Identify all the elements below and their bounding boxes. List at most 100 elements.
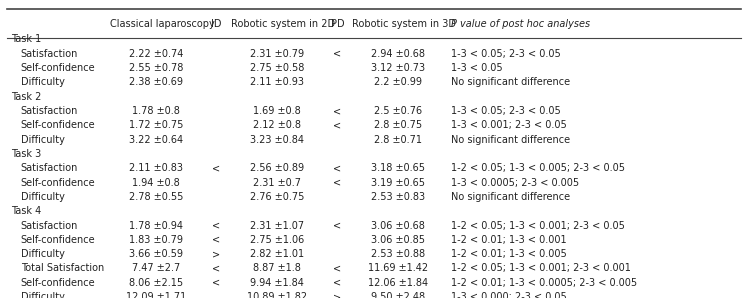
Text: <: <: [212, 163, 221, 173]
Text: 2.22 ±0.74: 2.22 ±0.74: [129, 49, 183, 59]
Text: 1.94 ±0.8: 1.94 ±0.8: [132, 178, 180, 187]
Text: Robotic system in 3D: Robotic system in 3D: [352, 19, 456, 29]
Text: 1.72 ±0.75: 1.72 ±0.75: [129, 120, 183, 130]
Text: Robotic system in 2D: Robotic system in 2D: [231, 19, 335, 29]
Text: 3.22 ±0.64: 3.22 ±0.64: [129, 135, 183, 145]
Text: 3.06 ±0.68: 3.06 ±0.68: [371, 221, 425, 231]
Text: Difficulty: Difficulty: [21, 249, 64, 259]
Text: Satisfaction: Satisfaction: [21, 163, 78, 173]
Text: 1-3 < 0.001; 2-3 < 0.05: 1-3 < 0.001; 2-3 < 0.05: [451, 120, 567, 130]
Text: 12.06 ±1.84: 12.06 ±1.84: [368, 278, 428, 288]
Text: 2.11 ±0.83: 2.11 ±0.83: [129, 163, 183, 173]
Text: 2.56 ±0.89: 2.56 ±0.89: [250, 163, 304, 173]
Text: 2.53 ±0.88: 2.53 ±0.88: [371, 249, 425, 259]
Text: 1-2 < 0.01; 1-3 < 0.0005; 2-3 < 0.005: 1-2 < 0.01; 1-3 < 0.0005; 2-3 < 0.005: [451, 278, 637, 288]
Text: 1-3 < 0.000; 2-3 < 0.05: 1-3 < 0.000; 2-3 < 0.05: [451, 292, 567, 298]
Text: 2.31 ±0.7: 2.31 ±0.7: [253, 178, 301, 187]
Text: Self-confidence: Self-confidence: [21, 178, 95, 187]
Text: Self-confidence: Self-confidence: [21, 63, 95, 73]
Text: 3.06 ±0.85: 3.06 ±0.85: [371, 235, 425, 245]
Text: 1-2 < 0.01; 1-3 < 0.001: 1-2 < 0.01; 1-3 < 0.001: [451, 235, 566, 245]
Text: 8.87 ±1.8: 8.87 ±1.8: [253, 263, 301, 274]
Text: <: <: [212, 221, 221, 231]
Text: <: <: [334, 120, 341, 130]
Text: <: <: [212, 263, 221, 274]
Text: 1-3 < 0.0005; 2-3 < 0.005: 1-3 < 0.0005; 2-3 < 0.005: [451, 178, 579, 187]
Text: Self-confidence: Self-confidence: [21, 278, 95, 288]
Text: >: >: [334, 292, 341, 298]
Text: 2.53 ±0.83: 2.53 ±0.83: [371, 192, 425, 202]
Text: 9.50 ±2.48: 9.50 ±2.48: [371, 292, 425, 298]
Text: 7.47 ±2.7: 7.47 ±2.7: [132, 263, 180, 274]
Text: Self-confidence: Self-confidence: [21, 120, 95, 130]
Text: 1-2 < 0.01; 1-3 < 0.005: 1-2 < 0.01; 1-3 < 0.005: [451, 249, 567, 259]
Text: 2.2 ±0.99: 2.2 ±0.99: [374, 77, 422, 87]
Text: 1-3 < 0.05; 2-3 < 0.05: 1-3 < 0.05; 2-3 < 0.05: [451, 49, 561, 59]
Text: 2.82 ±1.01: 2.82 ±1.01: [250, 249, 304, 259]
Text: No significant difference: No significant difference: [451, 77, 570, 87]
Text: 1-2 < 0.05; 1-3 < 0.001; 2-3 < 0.05: 1-2 < 0.05; 1-3 < 0.001; 2-3 < 0.05: [451, 221, 625, 231]
Text: 2.55 ±0.78: 2.55 ±0.78: [129, 63, 183, 73]
Text: 2.75 ±1.06: 2.75 ±1.06: [250, 235, 304, 245]
Text: 12.09 ±1.71: 12.09 ±1.71: [126, 292, 186, 298]
Text: 2.78 ±0.55: 2.78 ±0.55: [129, 192, 183, 202]
Text: <: <: [334, 49, 341, 59]
Text: 1.78 ±0.94: 1.78 ±0.94: [129, 221, 183, 231]
Text: 2.31 ±0.79: 2.31 ±0.79: [250, 49, 304, 59]
Text: 3.18 ±0.65: 3.18 ±0.65: [371, 163, 425, 173]
Text: No significant difference: No significant difference: [451, 135, 570, 145]
Text: Satisfaction: Satisfaction: [21, 221, 78, 231]
Text: 2.38 ±0.69: 2.38 ±0.69: [129, 77, 183, 87]
Text: 1-3 < 0.05: 1-3 < 0.05: [451, 63, 503, 73]
Text: Classical laparoscopy: Classical laparoscopy: [110, 19, 215, 29]
Text: Total Satisfaction: Total Satisfaction: [21, 263, 104, 274]
Text: Satisfaction: Satisfaction: [21, 106, 78, 116]
Text: 1.83 ±0.79: 1.83 ±0.79: [129, 235, 183, 245]
Text: 2.75 ±0.58: 2.75 ±0.58: [250, 63, 304, 73]
Text: <: <: [212, 278, 221, 288]
Text: PD: PD: [331, 19, 344, 29]
Text: 10.89 ±1.82: 10.89 ±1.82: [247, 292, 307, 298]
Text: 2.94 ±0.68: 2.94 ±0.68: [371, 49, 425, 59]
Text: 3.66 ±0.59: 3.66 ±0.59: [129, 249, 183, 259]
Text: Task 2: Task 2: [11, 92, 42, 102]
Text: <: <: [334, 106, 341, 116]
Text: <: <: [334, 278, 341, 288]
Text: Difficulty: Difficulty: [21, 292, 64, 298]
Text: 2.8 ±0.75: 2.8 ±0.75: [374, 120, 422, 130]
Text: 3.12 ±0.73: 3.12 ±0.73: [371, 63, 425, 73]
Text: ID: ID: [211, 19, 221, 29]
Text: 2.76 ±0.75: 2.76 ±0.75: [250, 192, 304, 202]
Text: Difficulty: Difficulty: [21, 77, 64, 87]
Text: 1-2 < 0.05; 1-3 < 0.001; 2-3 < 0.001: 1-2 < 0.05; 1-3 < 0.001; 2-3 < 0.001: [451, 263, 631, 274]
Text: Task 3: Task 3: [11, 149, 41, 159]
Text: 3.23 ±0.84: 3.23 ±0.84: [250, 135, 304, 145]
Text: 3.19 ±0.65: 3.19 ±0.65: [371, 178, 425, 187]
Text: >: >: [212, 249, 221, 259]
Text: 1-3 < 0.05; 2-3 < 0.05: 1-3 < 0.05; 2-3 < 0.05: [451, 106, 561, 116]
Text: Difficulty: Difficulty: [21, 192, 64, 202]
Text: 8.06 ±2.15: 8.06 ±2.15: [129, 278, 183, 288]
Text: <: <: [334, 221, 341, 231]
Text: <: <: [334, 263, 341, 274]
Text: <: <: [212, 235, 221, 245]
Text: Task 4: Task 4: [11, 206, 41, 216]
Text: <: <: [334, 163, 341, 173]
Text: No significant difference: No significant difference: [451, 192, 570, 202]
Text: P value of post hoc analyses: P value of post hoc analyses: [451, 19, 590, 29]
Text: 2.12 ±0.8: 2.12 ±0.8: [253, 120, 301, 130]
Text: 2.8 ±0.71: 2.8 ±0.71: [374, 135, 422, 145]
Text: 9.94 ±1.84: 9.94 ±1.84: [250, 278, 304, 288]
Text: Satisfaction: Satisfaction: [21, 49, 78, 59]
Text: 1-2 < 0.05; 1-3 < 0.005; 2-3 < 0.05: 1-2 < 0.05; 1-3 < 0.005; 2-3 < 0.05: [451, 163, 625, 173]
Text: 2.11 ±0.93: 2.11 ±0.93: [250, 77, 304, 87]
Text: Self-confidence: Self-confidence: [21, 235, 95, 245]
Text: 2.5 ±0.76: 2.5 ±0.76: [374, 106, 422, 116]
Text: Task 1: Task 1: [11, 35, 41, 44]
Text: Difficulty: Difficulty: [21, 135, 64, 145]
Text: 11.69 ±1.42: 11.69 ±1.42: [368, 263, 428, 274]
Text: 1.78 ±0.8: 1.78 ±0.8: [132, 106, 180, 116]
Text: <: <: [334, 178, 341, 187]
Text: 1.69 ±0.8: 1.69 ±0.8: [253, 106, 301, 116]
Text: 2.31 ±1.07: 2.31 ±1.07: [250, 221, 304, 231]
